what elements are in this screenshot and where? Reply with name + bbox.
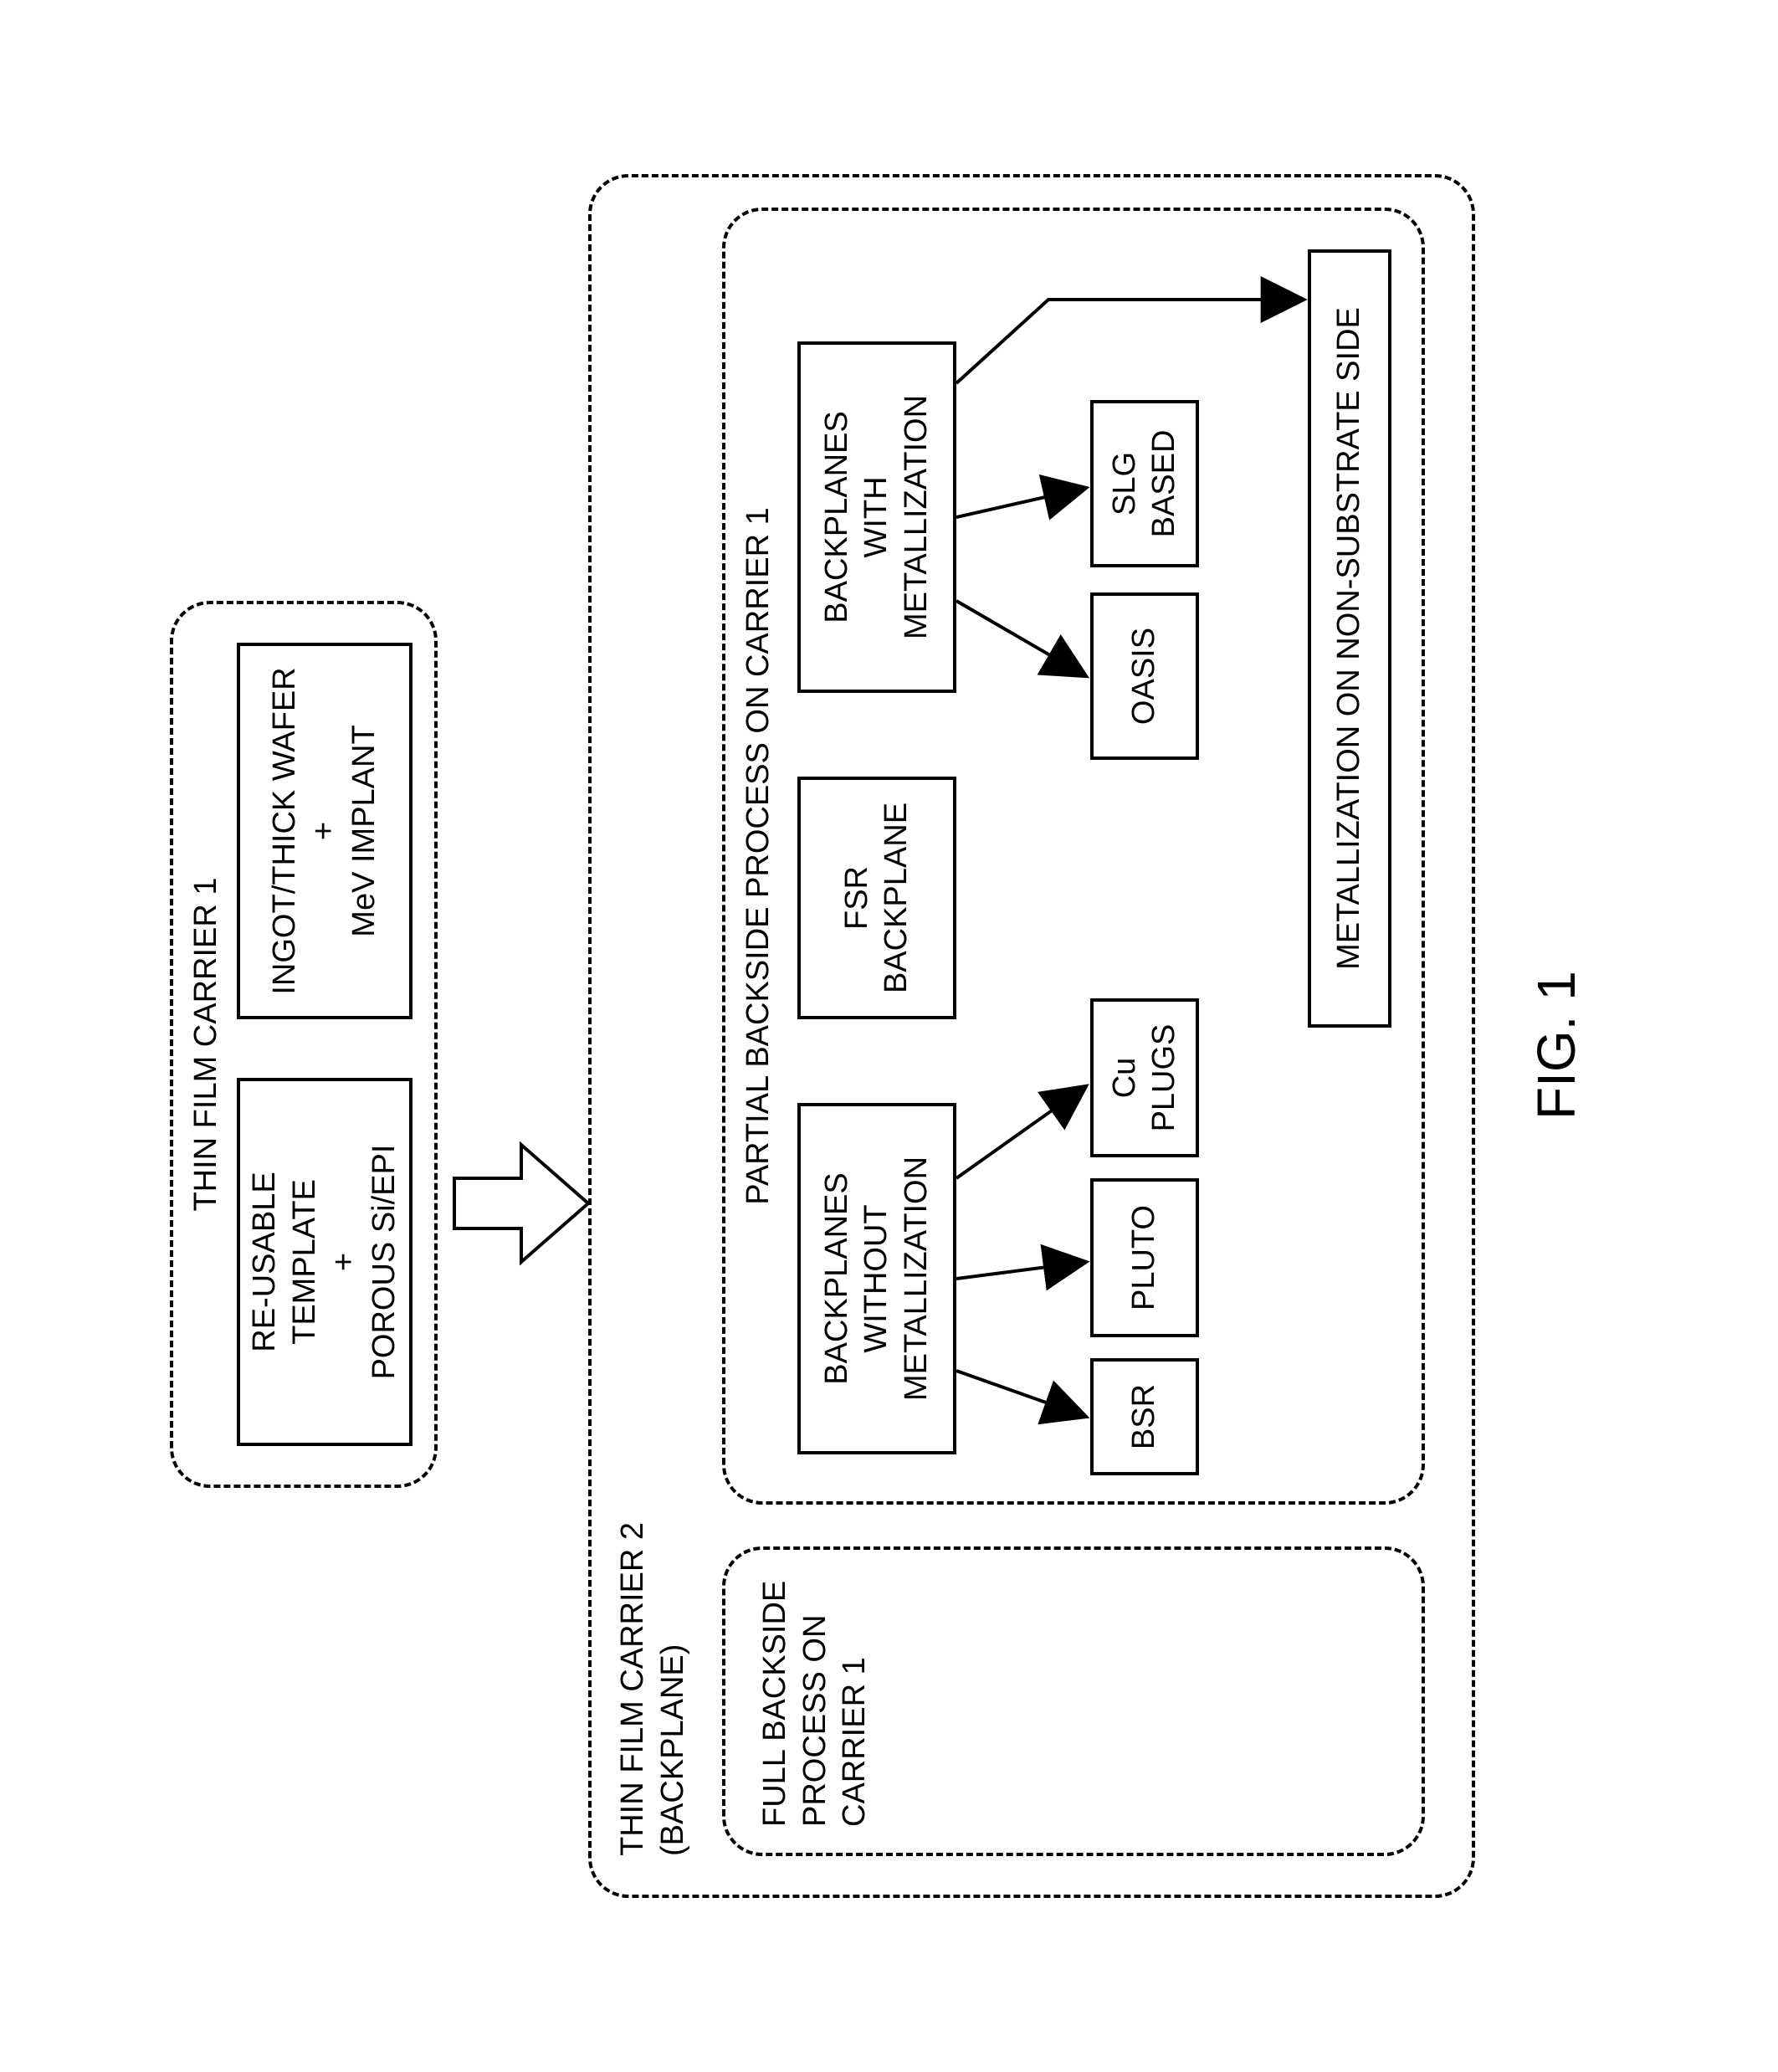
cu-plugs-box: Cu PLUGS [1090,998,1199,1157]
fsr-backplane-box: FSR BACKPLANE [797,777,956,1019]
partial-backside-title: PARTIAL BACKSIDE PROCESS ON CARRIER 1 [739,208,779,1505]
reusable-template-box: RE-USABLE TEMPLATE + POROUS Si/EPI [237,1078,412,1446]
bsr-box: BSR [1090,1358,1199,1475]
carrier2-title: THIN FILM CARRIER 2 (BACKPLANE) [613,1387,693,1856]
figure-label: FIG. 1 [1525,971,1587,1120]
oasis-box: OASIS [1090,592,1199,760]
full-backside-title: FULL BACKSIDE PROCESS ON CARRIER 1 [756,1576,875,1827]
backplanes-with-box: BACKPLANES WITH METALLIZATION [797,341,956,693]
pluto-box: PLUTO [1090,1178,1199,1337]
big-arrow-icon [454,1145,588,1262]
backplanes-without-box: BACKPLANES WITHOUT METALLIZATION [797,1103,956,1454]
ingot-wafer-box: INGOT/THICK WAFER + MeV IMPLANT [237,643,412,1019]
slg-based-box: SLG BASED [1090,400,1199,567]
carrier1-title: THIN FILM CARRIER 1 [187,601,227,1488]
metallization-nonsubstrate-box: METALLIZATION ON NON-SUBSTRATE SIDE [1308,249,1391,1028]
